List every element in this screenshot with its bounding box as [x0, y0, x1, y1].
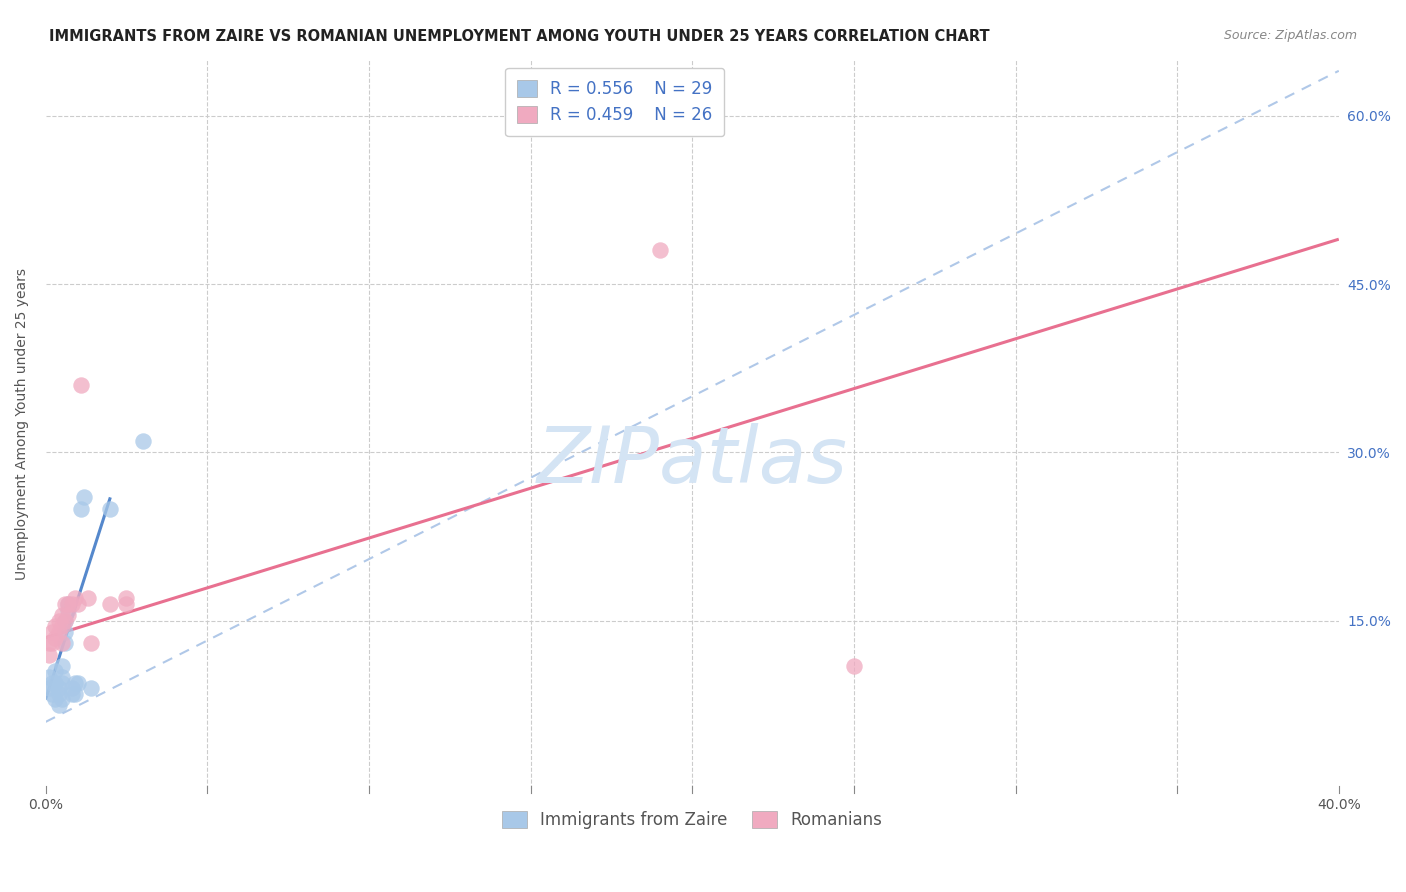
Point — [60, 681, 83, 696]
Point — [51, 658, 73, 673]
Point — [131, 434, 153, 449]
Point — [842, 658, 865, 673]
Point — [60, 687, 83, 701]
Legend: Immigrants from Zaire, Romanians: Immigrants from Zaire, Romanians — [495, 804, 890, 836]
Point — [53, 597, 76, 611]
Point — [44, 692, 66, 706]
Point — [60, 597, 83, 611]
Point — [41, 675, 63, 690]
Point — [115, 591, 138, 606]
Point — [41, 636, 63, 650]
Point — [648, 244, 671, 258]
Point — [38, 636, 60, 650]
Point — [70, 378, 93, 392]
Point — [115, 597, 138, 611]
Point — [80, 681, 103, 696]
Point — [44, 619, 66, 633]
Point — [51, 619, 73, 633]
Point — [53, 625, 76, 640]
Point — [70, 501, 93, 516]
Point — [48, 698, 70, 712]
Point — [63, 675, 86, 690]
Point — [41, 625, 63, 640]
Point — [76, 591, 98, 606]
Point — [48, 687, 70, 701]
Point — [38, 681, 60, 696]
Y-axis label: Unemployment Among Youth under 25 years: Unemployment Among Youth under 25 years — [15, 268, 30, 581]
Point — [58, 597, 80, 611]
Point — [98, 597, 121, 611]
Point — [38, 648, 60, 662]
Point — [51, 670, 73, 684]
Point — [48, 625, 70, 640]
Point — [63, 591, 86, 606]
Point — [51, 608, 73, 623]
Point — [58, 597, 80, 611]
Point — [80, 636, 103, 650]
Point — [66, 675, 89, 690]
Point — [44, 631, 66, 645]
Point — [44, 675, 66, 690]
Point — [51, 675, 73, 690]
Point — [53, 614, 76, 628]
Point — [63, 687, 86, 701]
Point — [58, 608, 80, 623]
Point — [48, 681, 70, 696]
Text: Source: ZipAtlas.com: Source: ZipAtlas.com — [1223, 29, 1357, 42]
Point — [53, 636, 76, 650]
Point — [51, 692, 73, 706]
Point — [51, 636, 73, 650]
Point — [41, 687, 63, 701]
Point — [44, 665, 66, 679]
Text: ZIPatlas: ZIPatlas — [537, 423, 848, 499]
Point — [73, 491, 96, 505]
Point — [58, 602, 80, 616]
Text: IMMIGRANTS FROM ZAIRE VS ROMANIAN UNEMPLOYMENT AMONG YOUTH UNDER 25 YEARS CORREL: IMMIGRANTS FROM ZAIRE VS ROMANIAN UNEMPL… — [49, 29, 990, 44]
Point — [38, 670, 60, 684]
Point — [53, 614, 76, 628]
Point — [98, 501, 121, 516]
Point — [48, 614, 70, 628]
Point — [66, 597, 89, 611]
